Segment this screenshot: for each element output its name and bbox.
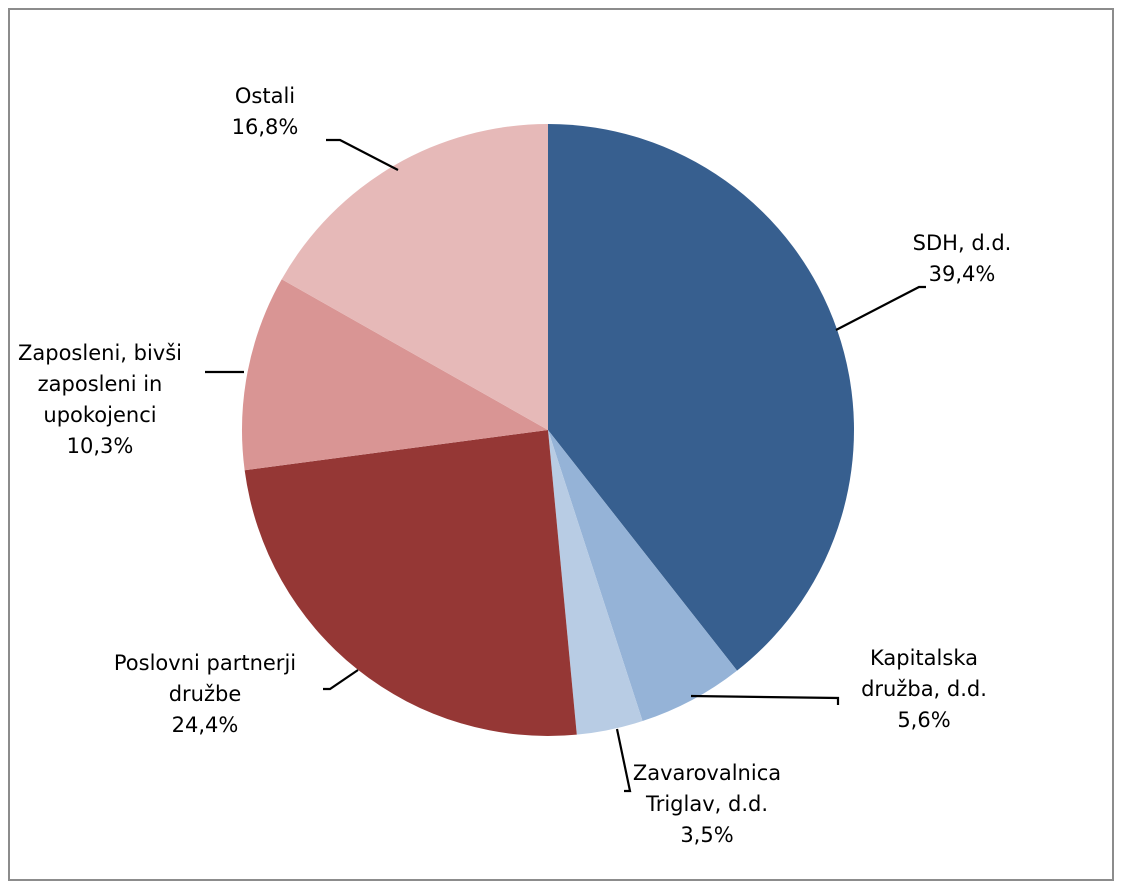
data-label-line: družba, d.d. xyxy=(861,677,987,701)
data-label-line: 10,3% xyxy=(67,434,134,458)
leader-lines-layer xyxy=(205,138,926,793)
data-label-line: 3,5% xyxy=(680,823,733,847)
leader-line xyxy=(323,669,359,691)
data-label-line: Triglav, d.d. xyxy=(645,792,768,816)
pie-chart: SDH, d.d. 39,4% Kapitalska družba, d.d. 5,6%… xyxy=(18,84,1011,847)
pie-slice xyxy=(548,124,854,671)
data-label-line: SDH, d.d. xyxy=(913,231,1012,255)
data-label-line: Zavarovalnica xyxy=(633,761,781,785)
pie-slice xyxy=(548,430,738,722)
leader-line xyxy=(326,138,399,171)
data-label-line: 24,4% xyxy=(172,713,239,737)
pie-slice xyxy=(242,279,548,471)
labels-layer: SDH, d.d. 39,4% Kapitalska družba, d.d. 5,6%… xyxy=(18,84,1011,847)
data-label-line: 39,4% xyxy=(929,262,996,286)
data-label-line: 16,8% xyxy=(232,115,299,139)
pie-slice xyxy=(548,430,643,735)
pie-slice xyxy=(281,124,548,430)
data-label-line: Ostali xyxy=(235,84,295,108)
chart-frame: SDH, d.d. 39,4% Kapitalska družba, d.d. 5,6%… xyxy=(8,8,1114,881)
data-label-line: 5,6% xyxy=(897,708,950,732)
leader-line xyxy=(835,285,926,331)
leader-line xyxy=(615,728,632,793)
data-label: SDH, d.d. 39,4% xyxy=(913,231,1012,286)
data-label-line: Zaposleni, bivši xyxy=(18,341,182,365)
data-label: Zaposleni, bivši zaposleni in upokojenci 10… xyxy=(18,341,182,458)
data-label: Poslovni partnerji družbe 24,4% xyxy=(114,651,296,737)
pie-slice xyxy=(244,430,577,736)
data-label-line: upokojenci xyxy=(43,403,156,427)
data-label-line: Kapitalska xyxy=(870,646,978,670)
data-label-line: družbe xyxy=(169,682,242,706)
slices-layer xyxy=(242,124,854,736)
data-label: Zavarovalnica Triglav, d.d. 3,5% xyxy=(633,761,781,847)
data-label: Ostali 16,8% xyxy=(232,84,299,139)
data-label-line: Poslovni partnerji xyxy=(114,651,296,675)
leader-line xyxy=(690,694,840,705)
data-label: Kapitalska družba, d.d. 5,6% xyxy=(861,646,987,732)
data-label-line: zaposleni in xyxy=(38,372,163,396)
